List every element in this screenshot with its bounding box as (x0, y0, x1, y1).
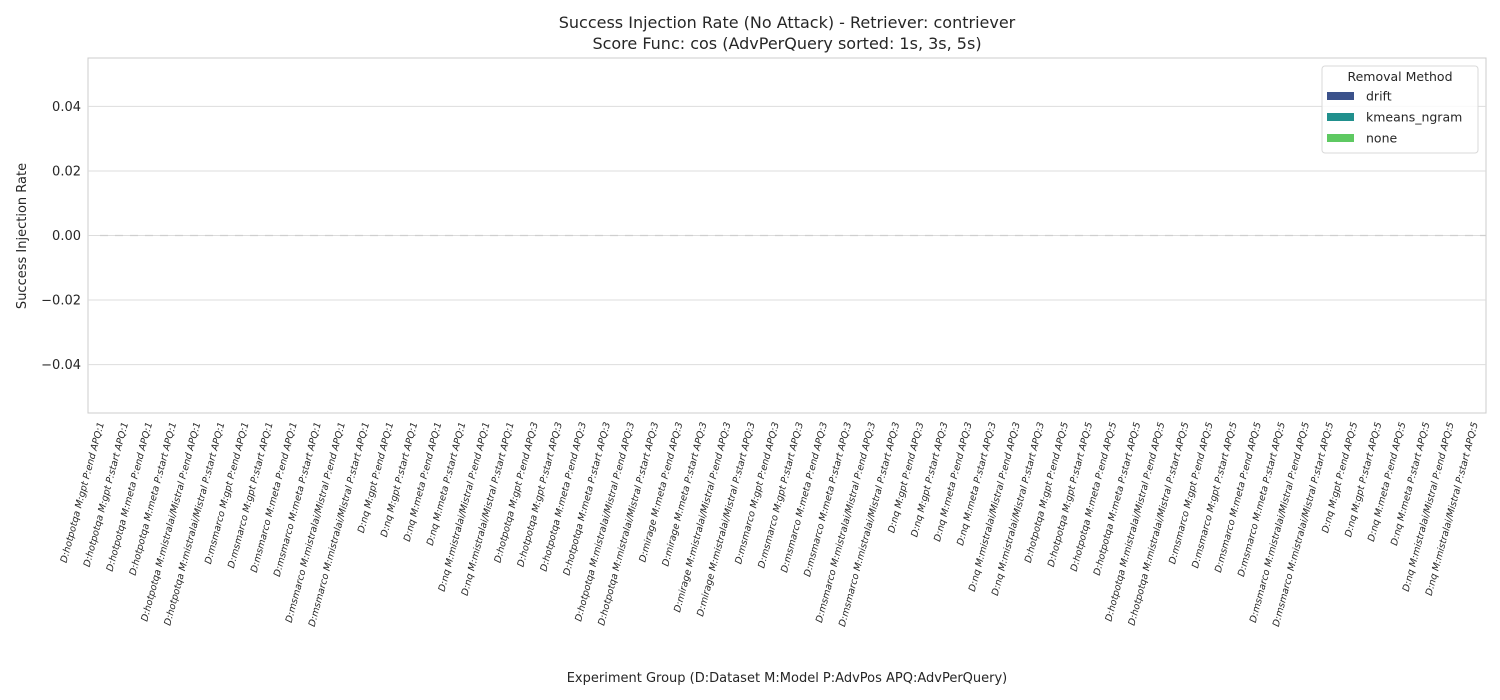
x-tick-label: D:hotpotqa M:gpt P:start APQ:5 (1046, 421, 1095, 568)
plot-area: −0.04 −0.02 0.00 0.02 0.04 D:hotpotqa M:gpt … (41, 57, 1487, 628)
x-tick-label: D:hotpotqa M:gpt P:start APQ:1 (82, 421, 131, 568)
y-tick-label: −0.02 (41, 294, 81, 309)
legend-swatch-drift (1327, 92, 1354, 100)
x-tick-label: D:msmarco M:gpt P:start APQ:1 (226, 421, 276, 570)
x-tick-label: D:msmarco M:gpt P:start APQ:3 (756, 421, 806, 570)
y-tick-label: 0.04 (52, 100, 81, 115)
legend-label-drift: drift (1366, 89, 1392, 104)
legend-swatch-kmeans_ngram (1327, 113, 1354, 121)
legend-title: Removal Method (1347, 69, 1452, 84)
legend-swatch-none (1327, 134, 1354, 142)
x-axis-ticks: D:hotpotqa M:gpt P:end APQ:1D:hotpotqa M… (59, 421, 1481, 628)
y-tick-label: 0.00 (52, 229, 81, 244)
y-tick-label: −0.04 (41, 358, 81, 373)
legend-frame (1321, 65, 1479, 154)
y-tick-label: 0.02 (52, 164, 81, 179)
x-axis-label: Experiment Group (D:Dataset M:Model P:Ad… (567, 671, 1008, 686)
grid-lines (88, 105, 1486, 366)
x-tick-label: D:hotpotqa M:gpt P:start APQ:3 (516, 421, 565, 568)
y-axis-label: Success Injection Rate (15, 163, 30, 309)
chart-subtitle: Score Func: cos (AdvPerQuery sorted: 1s,… (592, 34, 981, 53)
legend-label-none: none (1366, 131, 1397, 146)
x-tick-label: D:msmarco M:gpt P:start APQ:5 (1190, 421, 1240, 570)
x-tick-label: D:mirage M:meta P:start APQ:3 (660, 421, 709, 568)
x-tick-label: D:hotpotqa M:gpt P:end APQ:1 (59, 421, 107, 564)
y-axis-ticks: −0.04 −0.02 0.00 0.02 0.04 (41, 100, 81, 373)
chart-title: Success Injection Rate (No Attack) - Ret… (559, 13, 1016, 32)
legend-label-kmeans_ngram: kmeans_ngram (1366, 110, 1462, 125)
